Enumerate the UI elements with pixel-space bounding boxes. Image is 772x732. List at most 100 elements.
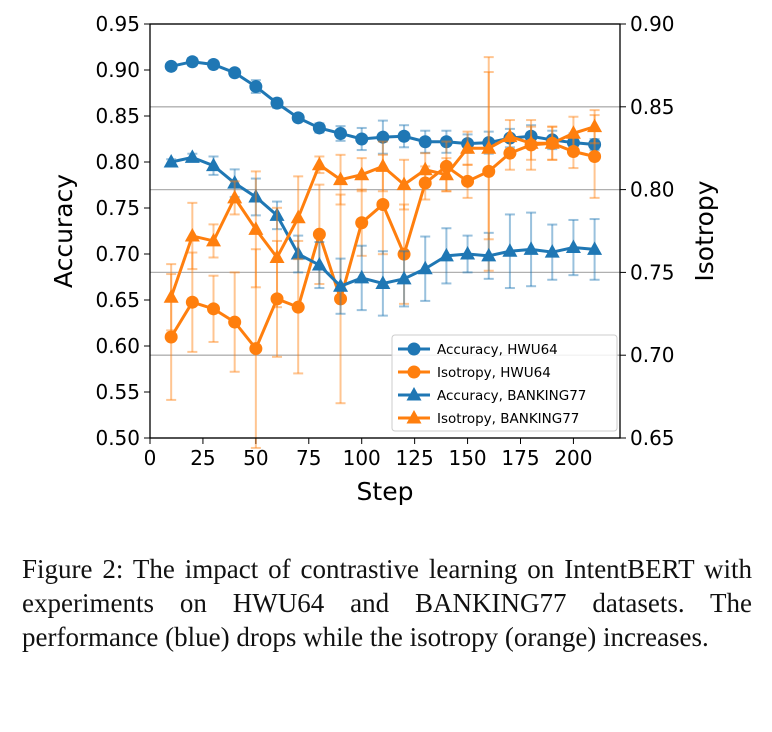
data-point (163, 289, 179, 303)
data-point (249, 80, 263, 94)
legend-label: Accuracy, BANKING77 (437, 388, 586, 404)
data-point (481, 247, 497, 262)
y-axis-label: Accuracy (49, 174, 78, 288)
x-tick-label: 75 (296, 446, 321, 470)
legend-marker (406, 387, 422, 401)
y-tick-label: 0.70 (95, 242, 140, 266)
data-point (270, 292, 284, 306)
data-point (376, 130, 390, 144)
y-tick-label: 0.75 (95, 196, 140, 220)
data-point (290, 246, 306, 260)
x-tick-label: 0 (144, 446, 157, 470)
data-point (438, 166, 454, 181)
y-tick-label: 0.85 (95, 104, 140, 128)
data-point (354, 269, 370, 284)
data-point (334, 126, 348, 140)
data-point (544, 244, 560, 258)
data-point (354, 166, 370, 181)
y2-tick-label: 0.85 (630, 95, 675, 119)
legend-label: Isotropy, HWU64 (437, 365, 551, 381)
data-point (588, 138, 602, 152)
figure-caption: Figure 2: The impact of contrastive lear… (22, 554, 752, 652)
legend-marker (407, 342, 421, 356)
x-tick-label: 150 (448, 446, 486, 470)
data-point (397, 129, 411, 143)
y2-tick-label: 0.65 (630, 426, 675, 450)
data-point (333, 171, 349, 186)
x-tick-label: 100 (343, 446, 381, 470)
data-point (355, 132, 369, 146)
data-point (396, 176, 412, 191)
y-tick-label: 0.65 (95, 288, 140, 312)
data-point (439, 135, 453, 149)
data-point (185, 55, 199, 69)
data-point (460, 140, 476, 154)
x-tick-label: 25 (190, 446, 215, 470)
data-point (355, 216, 369, 230)
data-point (207, 302, 221, 316)
data-point (523, 135, 539, 149)
data-point (566, 145, 580, 159)
data-point (397, 247, 411, 261)
data-point (587, 118, 603, 133)
data-point (376, 198, 390, 212)
data-point (312, 121, 326, 135)
data-point (290, 209, 306, 224)
data-point (184, 149, 200, 163)
chart: 0 25 50 75 100 125 150 175 200 0.50 0.55 0.60 0.65 0.… (49, 12, 719, 506)
data-point (311, 257, 327, 271)
x-tick-label: 175 (501, 446, 539, 470)
data-point (291, 111, 305, 125)
data-point (206, 157, 222, 172)
data-point (418, 176, 432, 190)
data-point (311, 156, 327, 171)
y-tick-label: 0.55 (95, 380, 140, 404)
y-tick-label: 0.95 (95, 12, 140, 36)
data-point (270, 96, 284, 110)
y-tick-label: 0.80 (95, 150, 140, 174)
y-tick-label: 0.90 (95, 58, 140, 82)
data-point (312, 227, 326, 241)
x-tick-label: 50 (243, 446, 268, 470)
data-point (269, 207, 285, 221)
data-point (587, 241, 603, 255)
y2-tick-label: 0.75 (630, 260, 675, 284)
legend-marker (406, 410, 422, 424)
data-point (248, 221, 264, 235)
data-point (207, 57, 221, 71)
data-point (185, 295, 199, 309)
data-point (588, 149, 602, 163)
data-point (438, 247, 454, 262)
data-point (206, 232, 222, 247)
data-point (291, 300, 305, 314)
data-point (503, 146, 517, 160)
x-tick-label: 125 (396, 446, 434, 470)
data-point (417, 161, 433, 176)
data-point (163, 154, 179, 168)
data-point (396, 270, 412, 285)
data-point (482, 164, 496, 178)
data-point (184, 227, 200, 242)
legend-marker (407, 365, 421, 379)
y2-tick-label: 0.90 (630, 12, 675, 36)
data-point (461, 174, 475, 188)
data-point (417, 260, 433, 275)
plot-frame (149, 23, 621, 439)
data-point (164, 330, 178, 344)
data-point (418, 135, 432, 149)
data-point (249, 342, 263, 356)
data-point (523, 241, 539, 255)
data-point (248, 188, 264, 203)
data-point (228, 66, 242, 80)
data-point (228, 315, 242, 329)
y2-tick-label: 0.80 (630, 178, 675, 202)
y-tick-label: 0.60 (95, 334, 140, 358)
data-point (375, 275, 391, 289)
x-axis-label: Step (357, 477, 414, 506)
data-point (164, 59, 178, 73)
data-point (227, 189, 243, 204)
data-point (334, 292, 348, 306)
data-point (502, 128, 518, 143)
legend (391, 334, 618, 432)
data-point (375, 158, 391, 172)
